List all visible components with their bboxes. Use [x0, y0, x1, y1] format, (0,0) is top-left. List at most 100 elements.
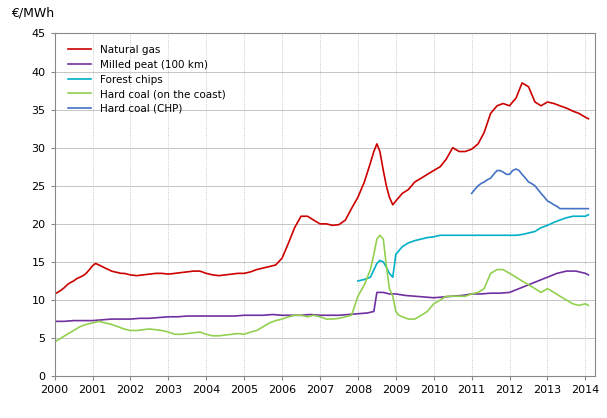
Hard coal (CHP) [582, 206, 589, 211]
Hard coal (CHP) [544, 199, 551, 204]
Hard coal (CHP) [525, 179, 532, 184]
Forest chips [443, 233, 450, 238]
Hard coal (CHP) [585, 206, 592, 211]
Hard coal (CHP) [497, 168, 504, 173]
Line: Hard coal (CHP): Hard coal (CHP) [472, 169, 588, 209]
Forest chips [418, 237, 425, 242]
Natural gas [51, 291, 58, 296]
Hard coal (on the coast) [51, 339, 58, 344]
Hard coal (on the coast) [575, 303, 583, 308]
Hard coal (CHP) [484, 177, 491, 182]
Forest chips [367, 275, 374, 280]
Hard coal (CHP) [515, 168, 523, 173]
Forest chips [585, 212, 592, 217]
Forest chips [525, 230, 532, 235]
Forest chips [461, 233, 469, 238]
Hard coal (CHP) [569, 206, 577, 211]
Natural gas [164, 272, 172, 277]
Forest chips [382, 265, 390, 270]
Hard coal (CHP) [551, 202, 558, 207]
Forest chips [436, 233, 444, 238]
Hard coal (CHP) [490, 172, 497, 177]
Line: Milled peat (100 km): Milled peat (100 km) [55, 271, 588, 321]
Forest chips [361, 277, 368, 282]
Natural gas [61, 285, 68, 291]
Forest chips [468, 233, 475, 238]
Natural gas [585, 116, 592, 121]
Hard coal (CHP) [563, 206, 570, 211]
Line: Natural gas: Natural gas [55, 83, 588, 294]
Legend: Natural gas, Milled peat (100 km), Forest chips, Hard coal (on the coast), Hard : Natural gas, Milled peat (100 km), Fores… [64, 41, 229, 118]
Hard coal (CHP) [481, 179, 488, 184]
Hard coal (CHP) [487, 176, 494, 181]
Natural gas [297, 214, 305, 219]
Natural gas [569, 109, 577, 114]
Hard coal (CHP) [478, 181, 485, 186]
Hard coal (CHP) [547, 200, 554, 205]
Forest chips [373, 261, 381, 266]
Forest chips [582, 214, 589, 219]
Hard coal (CHP) [528, 181, 535, 186]
Forest chips [557, 217, 564, 222]
Hard coal (CHP) [534, 187, 541, 192]
Line: Forest chips: Forest chips [358, 215, 588, 281]
Text: €/MWh: €/MWh [12, 7, 55, 20]
Forest chips [385, 271, 393, 276]
Forest chips [518, 232, 526, 237]
Milled peat (100 km) [585, 273, 592, 278]
Milled peat (100 km) [193, 314, 200, 319]
Milled peat (100 km) [240, 313, 248, 318]
Milled peat (100 km) [212, 314, 219, 319]
Forest chips [506, 233, 513, 238]
Forest chips [399, 244, 406, 249]
Forest chips [411, 238, 418, 243]
Hard coal (on the coast) [585, 303, 592, 308]
Forest chips [424, 235, 431, 240]
Forest chips [551, 220, 558, 225]
Milled peat (100 km) [51, 319, 58, 324]
Hard coal (CHP) [500, 170, 507, 175]
Hard coal (CHP) [493, 168, 501, 173]
Hard coal (CHP) [537, 191, 544, 196]
Forest chips [563, 215, 570, 220]
Forest chips [455, 233, 463, 238]
Milled peat (100 km) [563, 269, 570, 274]
Forest chips [500, 233, 507, 238]
Forest chips [537, 225, 544, 230]
Forest chips [575, 214, 583, 219]
Hard coal (CHP) [522, 176, 529, 181]
Forest chips [475, 233, 482, 238]
Forest chips [430, 234, 438, 240]
Forest chips [449, 233, 456, 238]
Hard coal (CHP) [575, 206, 583, 211]
Hard coal (CHP) [541, 195, 548, 200]
Forest chips [569, 214, 577, 219]
Forest chips [487, 233, 494, 238]
Hard coal (CHP) [518, 172, 526, 177]
Hard coal (CHP) [509, 168, 516, 173]
Hard coal (CHP) [512, 166, 520, 171]
Hard coal (CHP) [468, 191, 475, 196]
Hard coal (on the coast) [582, 301, 589, 306]
Hard coal (CHP) [471, 187, 478, 192]
Hard coal (CHP) [557, 206, 564, 211]
Forest chips [544, 223, 551, 228]
Forest chips [531, 229, 538, 234]
Forest chips [392, 252, 399, 257]
Hard coal (CHP) [554, 204, 561, 209]
Natural gas [518, 80, 526, 85]
Milled peat (100 km) [385, 291, 393, 296]
Line: Hard coal (on the coast): Hard coal (on the coast) [55, 235, 588, 342]
Forest chips [481, 233, 488, 238]
Natural gas [537, 103, 544, 108]
Forest chips [512, 233, 520, 238]
Milled peat (100 km) [146, 316, 153, 321]
Hard coal (CHP) [506, 172, 513, 177]
Forest chips [379, 260, 387, 265]
Forest chips [493, 233, 501, 238]
Hard coal (on the coast) [120, 326, 127, 331]
Natural gas [140, 273, 147, 278]
Milled peat (100 km) [231, 314, 239, 319]
Forest chips [354, 278, 362, 283]
Forest chips [389, 275, 396, 280]
